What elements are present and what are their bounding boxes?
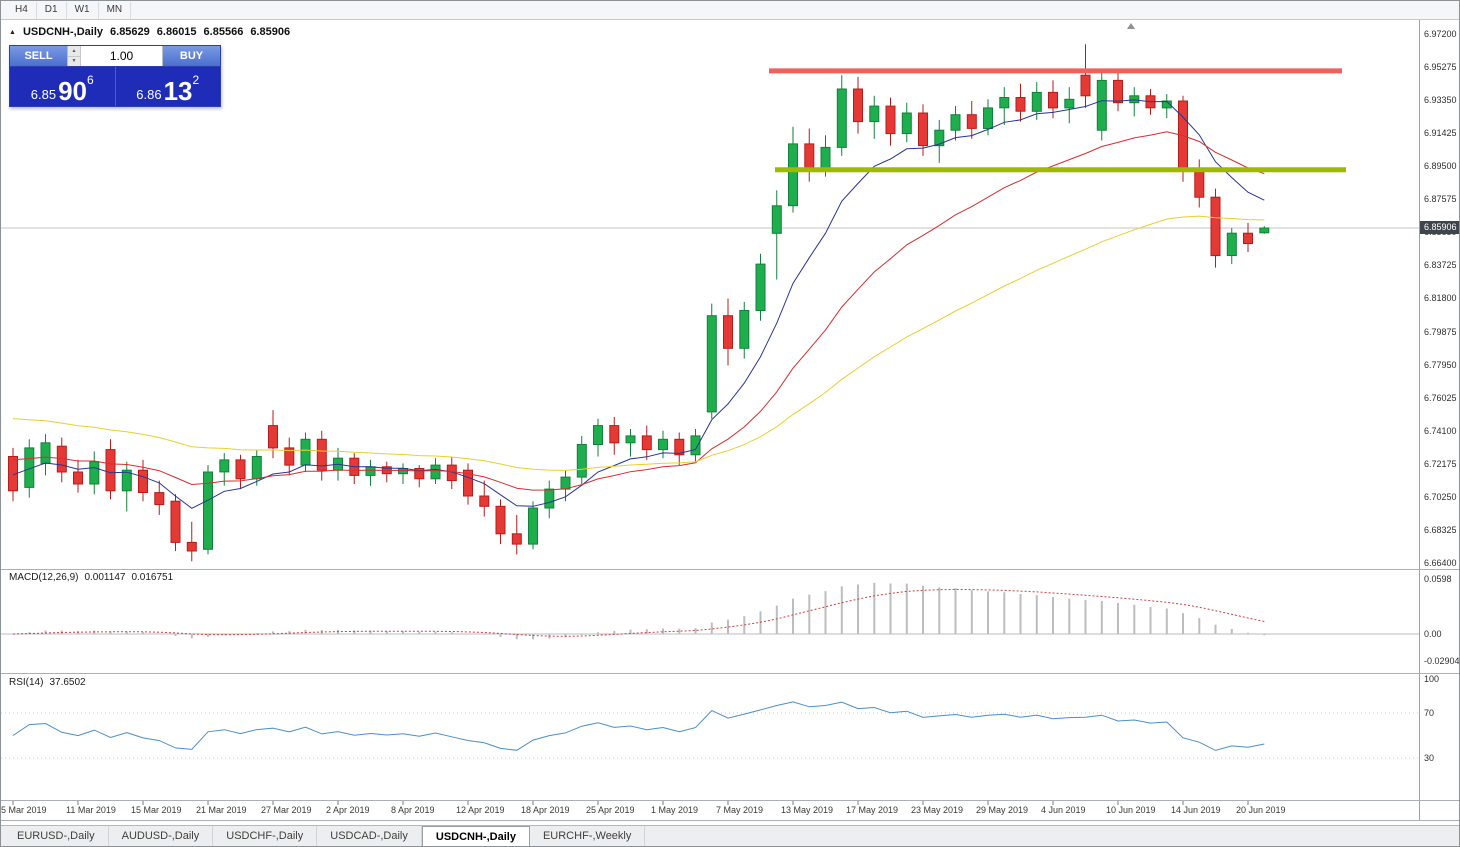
bid-big-figure: 6.85 (30, 86, 57, 102)
timeframe-button-mn[interactable]: MN (99, 1, 132, 19)
time-scale-label: 1 May 2019 (651, 805, 699, 815)
time-scale-separator (1, 800, 1459, 801)
time-scale[interactable]: 5 Mar 2019 11 Mar 2019 15 Mar 2019 21 Mar 2… (1, 801, 1419, 820)
volume-field[interactable]: ▲ ▼ 1.00 (67, 46, 163, 66)
macd-scale-label: 0.00 (1424, 629, 1442, 639)
price-scale-label: 6.83725 (1424, 260, 1457, 270)
time-scale-label: 14 Jun 2019 (1171, 805, 1221, 815)
rsi-indicator-label: RSI(14) 37.6502 (9, 677, 86, 688)
ask-pips: 13 (163, 75, 193, 106)
buy-price-display[interactable]: 6.86 13 2 (116, 67, 221, 106)
timeframe-button-h4[interactable]: H4 (7, 1, 37, 19)
rsi-scale-label: 100 (1424, 674, 1440, 684)
chart-shift-marker-icon[interactable] (1127, 23, 1135, 29)
timeframe-buttons: H4 D1 W1 MN (7, 1, 132, 19)
volume-up-button[interactable]: ▲ (68, 46, 80, 56)
one-click-trading-panel: SELL ▲ ▼ 1.00 BUY 6.85 90 6 6.86 13 2 (9, 45, 221, 107)
price-scale-label: 6.77950 (1424, 360, 1457, 370)
chart-tab-usdchf-daily[interactable]: USDCHF-,Daily (213, 826, 318, 846)
time-scale-label: 11 Mar 2019 (66, 805, 116, 815)
sell-button[interactable]: SELL (10, 46, 67, 66)
price-scale-label: 6.93350 (1424, 95, 1457, 105)
price-scale-label: 6.81800 (1424, 293, 1457, 303)
volume-spinner: ▲ ▼ (68, 46, 81, 66)
macd-panel-separator[interactable] (1, 569, 1459, 570)
time-scale-label: 25 Apr 2019 (586, 805, 635, 815)
price-scale-label: 6.91425 (1424, 128, 1457, 138)
ohlc-close-value: 6.85906 (250, 26, 291, 38)
macd-scale-label: -0.029045 (1424, 656, 1460, 666)
buy-button[interactable]: BUY (163, 46, 220, 66)
timeframe-toolbar: H4 D1 W1 MN (1, 1, 1459, 20)
rsi-scale-label: 30 (1424, 753, 1435, 763)
time-scale-label: 5 Mar 2019 (1, 805, 47, 815)
time-scale-label: 29 May 2019 (976, 805, 1029, 815)
chart-tab-eurchf-weekly[interactable]: EURCHF-,Weekly (530, 826, 646, 846)
rsi-scale-label: 70 (1424, 708, 1435, 718)
time-scale-label: 15 Mar 2019 (131, 805, 182, 815)
timeframe-button-d1[interactable]: D1 (37, 1, 67, 19)
time-scale-label: 12 Apr 2019 (456, 805, 505, 815)
chart-tab-audusd-daily[interactable]: AUDUSD-,Daily (109, 826, 214, 846)
ask-pipette: 2 (192, 73, 200, 87)
chart-title: ▲ USDCNH-,Daily 6.85629 6.86015 6.85566 … (9, 26, 290, 38)
price-scale-label: 6.76025 (1424, 393, 1457, 403)
price-scale-label: 6.79875 (1424, 327, 1457, 337)
current-price-badge: 6.85906 (1420, 221, 1459, 234)
macd-signal-value: 0.016751 (131, 572, 174, 583)
bid-pips: 90 (58, 75, 88, 106)
rsi-value: 37.6502 (49, 677, 86, 688)
price-scale-label: 6.95275 (1424, 62, 1457, 72)
price-scale-label: 6.66400 (1424, 558, 1457, 568)
time-scale-label: 23 May 2019 (911, 805, 964, 815)
macd-indicator-label: MACD(12,26,9) 0.001147 0.016751 (9, 572, 173, 583)
time-scale-label: 4 Jun 2019 (1041, 805, 1086, 815)
time-scale-label: 2 Apr 2019 (326, 805, 370, 815)
volume-down-button[interactable]: ▼ (68, 55, 80, 66)
rsi-panel-separator[interactable] (1, 673, 1459, 674)
volume-value[interactable]: 1.00 (109, 49, 134, 63)
chart-tab-bar: EURUSD-,Daily AUDUSD-,Daily USDCHF-,Daily U… (1, 825, 1459, 846)
price-scale-label: 6.70250 (1424, 492, 1457, 502)
price-scale[interactable]: 6.97200 6.95275 6.93350 6.91425 6.89500 6.875… (1419, 20, 1460, 820)
price-scale-label: 6.74100 (1424, 426, 1457, 436)
chart-symbol-period-label: USDCNH-,Daily (22, 26, 104, 38)
macd-scale-label: 0.0598 (1424, 574, 1452, 584)
price-scale-label: 6.87575 (1424, 194, 1457, 204)
timeframe-button-w1[interactable]: W1 (67, 1, 99, 19)
price-scale-label: 6.89500 (1424, 161, 1457, 171)
time-scale-label: 17 May 2019 (846, 805, 899, 815)
bid-pipette: 6 (87, 73, 94, 87)
time-scale-label: 7 May 2019 (716, 805, 764, 815)
time-scale-label: 27 Mar 2019 (261, 805, 312, 815)
sell-price-display[interactable]: 6.85 90 6 (10, 67, 115, 106)
price-scale-label: 6.97200 (1424, 29, 1457, 39)
time-scale-label: 18 Apr 2019 (521, 805, 570, 815)
chart-tab-usdcad-daily[interactable]: USDCAD-,Daily (317, 826, 422, 846)
macd-main-value: 0.001147 (84, 572, 126, 583)
bottom-separator (1, 820, 1459, 821)
rsi-name: RSI(14) (9, 677, 44, 688)
collapse-chart-icon[interactable]: ▲ (9, 28, 16, 36)
ohlc-open-value: 6.85629 (110, 26, 150, 38)
chart-canvas[interactable] (1, 1, 1460, 821)
time-scale-label: 21 Mar 2019 (196, 805, 247, 815)
ask-big-figure: 6.86 (136, 86, 162, 102)
time-scale-label: 20 Jun 2019 (1236, 805, 1286, 815)
price-scale-label: 6.68325 (1424, 525, 1457, 535)
ohlc-low-value: 6.85566 (203, 26, 244, 38)
chart-tab-eurusd-daily[interactable]: EURUSD-,Daily (4, 826, 109, 846)
macd-name: MACD(12,26,9) (9, 572, 79, 583)
chart-tab-usdcnh-daily[interactable]: USDCNH-,Daily (421, 826, 530, 846)
time-scale-label: 13 May 2019 (781, 805, 834, 815)
price-divider (114, 67, 116, 106)
ohlc-high-value: 6.86015 (156, 26, 197, 38)
time-scale-label: 8 Apr 2019 (391, 805, 435, 815)
time-scale-label: 10 Jun 2019 (1106, 805, 1156, 815)
price-scale-label: 6.72175 (1424, 459, 1457, 469)
